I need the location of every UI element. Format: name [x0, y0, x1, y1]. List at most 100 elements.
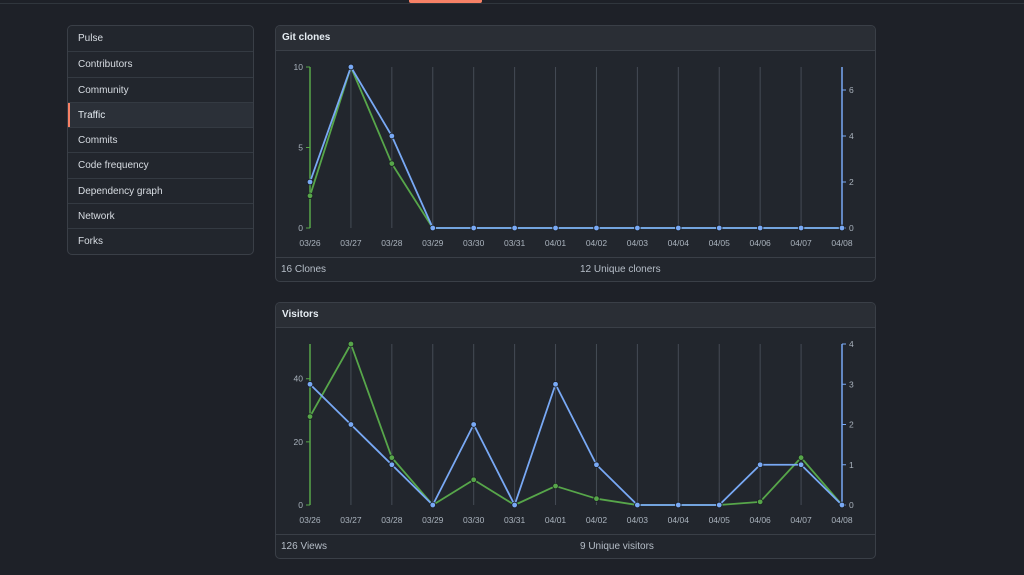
data-point-blue[interactable]	[511, 501, 518, 509]
sidebar-item-community[interactable]: Community	[68, 76, 253, 102]
views-count: 126 Views	[281, 541, 327, 552]
data-point-blue[interactable]	[470, 224, 477, 232]
data-point-green[interactable]	[306, 192, 314, 199]
data-point-blue[interactable]	[347, 421, 355, 428]
right-tick-label: 6	[849, 85, 854, 95]
data-point-green[interactable]	[347, 340, 355, 348]
sidebar-item-code-frequency[interactable]: Code frequency	[68, 152, 253, 177]
series-line-green	[309, 343, 843, 506]
series-line-blue	[309, 383, 843, 506]
data-point-blue[interactable]	[593, 461, 600, 468]
data-point-blue[interactable]	[388, 132, 396, 140]
data-point-blue[interactable]	[429, 501, 436, 509]
unique-visitors-count: 9 Unique visitors	[580, 541, 654, 552]
unique-cloners-count: 12 Unique cloners	[580, 264, 661, 275]
data-point-blue[interactable]	[593, 224, 600, 232]
data-point-blue[interactable]	[511, 224, 518, 232]
x-tick-label: 03/26	[299, 238, 321, 248]
sidebar-item-network[interactable]: Network	[68, 203, 253, 228]
data-point-blue[interactable]	[797, 461, 805, 468]
x-tick-label: 04/07	[790, 238, 812, 248]
sidebar-item-contributors[interactable]: Contributors	[68, 51, 253, 76]
data-point-green[interactable]	[306, 413, 314, 420]
x-tick-label: 04/01	[545, 515, 567, 525]
data-point-blue[interactable]	[716, 501, 723, 509]
git-clones-footer: 16 Clones 12 Unique cloners	[276, 257, 875, 281]
sidebar-item-pulse[interactable]: Pulse	[78, 33, 104, 44]
data-point-green[interactable]	[756, 498, 764, 506]
series-line-green	[309, 66, 842, 229]
x-tick-label: 03/29	[422, 238, 444, 248]
data-point-blue[interactable]	[347, 63, 355, 71]
x-tick-label: 03/30	[463, 515, 485, 525]
data-point-blue[interactable]	[306, 178, 314, 186]
data-point-blue[interactable]	[838, 224, 846, 232]
right-tick-label: 0	[849, 223, 854, 233]
data-point-blue[interactable]	[756, 224, 764, 232]
data-point-blue[interactable]	[470, 421, 477, 428]
sidebar-item-forks[interactable]: Forks	[68, 228, 253, 253]
left-tick-label: 0	[298, 500, 303, 510]
left-tick-label: 0	[298, 223, 303, 233]
visitors-title: Visitors	[276, 303, 875, 328]
visitors-chart: 0 20 40 0 1 2 3 4 03/26 03/27 03/28 03/29 03/30 03/31…	[294, 339, 854, 525]
x-tick-label: 04/02	[586, 238, 608, 248]
visitors-panel: Visitors 0 20 40 0 1 2 3 4 03/26 03/27 03/28 03/29 0…	[275, 302, 876, 559]
data-point-blue[interactable]	[838, 501, 846, 509]
git-clones-chart: 0 5 10 0 2 4 6 03/26 03/27 03/28 03/29 03/30 03/31 04…	[294, 62, 854, 248]
data-point-blue[interactable]	[634, 501, 641, 509]
git-clones-title: Git clones	[276, 26, 875, 51]
visitors-footer: 126 Views 9 Unique visitors	[276, 534, 875, 558]
left-tick-label: 20	[294, 437, 304, 447]
active-tab-indicator	[409, 0, 482, 3]
x-tick-label: 03/27	[340, 238, 362, 248]
x-tick-label: 04/06	[750, 238, 772, 248]
x-tick-label: 04/06	[750, 515, 772, 525]
x-tick-label: 04/08	[831, 515, 853, 525]
right-tick-label: 4	[849, 339, 854, 349]
x-tick-label: 04/03	[627, 238, 649, 248]
data-point-green[interactable]	[552, 482, 559, 490]
right-tick-label: 3	[849, 379, 854, 389]
data-point-blue[interactable]	[716, 224, 723, 232]
x-tick-label: 04/05	[709, 515, 731, 525]
x-tick-label: 04/04	[668, 238, 690, 248]
data-point-blue[interactable]	[552, 224, 559, 232]
data-point-green[interactable]	[470, 476, 477, 483]
data-point-blue[interactable]	[797, 224, 805, 232]
sidebar-item-commits[interactable]: Commits	[68, 127, 253, 152]
x-tick-label: 03/31	[504, 515, 526, 525]
x-tick-label: 04/02	[586, 515, 608, 525]
sidebar-item-traffic[interactable]: Traffic	[68, 101, 253, 128]
right-tick-label: 4	[849, 131, 854, 141]
x-tick-label: 03/26	[299, 515, 321, 525]
x-tick-label: 03/28	[381, 515, 403, 525]
x-tick-label: 04/08	[831, 238, 853, 248]
x-tick-label: 03/27	[340, 515, 362, 525]
data-point-blue[interactable]	[552, 381, 559, 388]
x-tick-label: 03/30	[463, 238, 485, 248]
data-point-blue[interactable]	[429, 224, 436, 232]
data-point-blue[interactable]	[675, 501, 682, 509]
x-tick-label: 04/01	[545, 238, 567, 248]
visitors-chart-area: 0 20 40 0 1 2 3 4 03/26 03/27 03/28 03/29 03/30 03/31…	[276, 328, 875, 534]
x-tick-label: 03/29	[422, 515, 444, 525]
data-point-blue[interactable]	[306, 381, 314, 388]
data-point-green[interactable]	[797, 454, 805, 461]
series-line-blue	[309, 66, 842, 229]
data-point-blue[interactable]	[634, 224, 641, 232]
clones-count: 16 Clones	[281, 264, 327, 275]
sidebar-item-dependency-graph[interactable]: Dependency graph	[68, 177, 253, 203]
left-tick-label: 40	[294, 374, 304, 384]
x-tick-label: 03/28	[381, 238, 403, 248]
data-point-green[interactable]	[593, 495, 600, 502]
header-divider	[0, 3, 1024, 4]
right-tick-label: 2	[849, 177, 854, 187]
data-point-blue[interactable]	[388, 461, 396, 468]
data-point-blue[interactable]	[675, 224, 682, 232]
data-point-blue[interactable]	[756, 461, 764, 468]
data-point-green[interactable]	[388, 160, 396, 167]
data-point-green[interactable]	[388, 454, 396, 461]
x-tick-label: 04/04	[668, 515, 690, 525]
right-tick-label: 2	[849, 420, 854, 430]
